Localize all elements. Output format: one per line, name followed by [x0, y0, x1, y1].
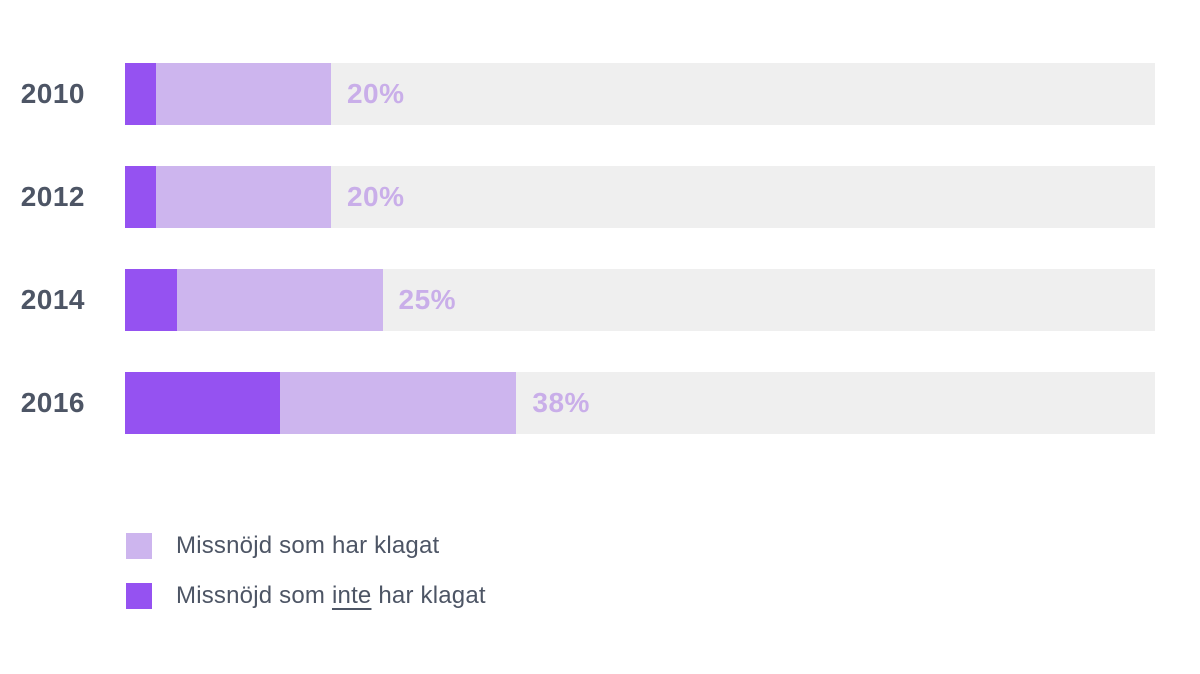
bar-segment-not-complained	[125, 166, 156, 228]
bar-segment-complained	[279, 372, 517, 434]
chart-row: 2016 38%	[0, 372, 1155, 434]
bar-segment-complained	[176, 269, 383, 331]
bar-track: 25%	[125, 269, 1155, 331]
legend-swatch-dark-icon	[126, 583, 152, 609]
legend-label: Missnöjd som inte har klagat	[176, 582, 486, 610]
legend-label: Missnöjd som har klagat	[176, 532, 439, 560]
bar-segment-not-complained	[125, 63, 156, 125]
year-label: 2016	[20, 387, 85, 418]
bar-chart: 2010 20% 2012 20% 2014 25% 2016 38%	[0, 63, 1155, 434]
legend-item-complained: Missnöjd som har klagat	[126, 532, 486, 560]
legend-label-underline: inte	[331, 582, 372, 609]
bar-track: 38%	[125, 372, 1155, 434]
bar-segment-not-complained	[125, 372, 280, 434]
bar-track: 20%	[125, 63, 1155, 125]
legend-label-pre: Missnöjd som	[176, 582, 332, 609]
bar-track: 20%	[125, 166, 1155, 228]
total-percent-label: 25%	[398, 284, 457, 315]
legend-swatch-light-icon	[126, 533, 152, 559]
total-percent-label: 38%	[532, 387, 590, 418]
bar-segment-complained	[155, 166, 331, 228]
chart-row: 2012 20%	[0, 166, 1155, 228]
bar-segment-complained	[155, 63, 331, 125]
chart-row: 2014 25%	[0, 269, 1155, 331]
total-percent-label: 20%	[346, 78, 405, 109]
bar-segment-not-complained	[125, 269, 177, 331]
legend: Missnöjd som har klagat Missnöjd som int…	[126, 532, 486, 610]
total-percent-label: 20%	[346, 181, 405, 212]
chart-row: 2010 20%	[0, 63, 1155, 125]
legend-label-post: har klagat	[371, 582, 486, 609]
legend-item-not-complained: Missnöjd som inte har klagat	[126, 582, 486, 610]
legend-label-pre: Missnöjd som har klagat	[176, 532, 440, 559]
year-label: 2012	[20, 181, 85, 212]
year-label: 2014	[20, 284, 85, 315]
year-label: 2010	[20, 78, 85, 109]
